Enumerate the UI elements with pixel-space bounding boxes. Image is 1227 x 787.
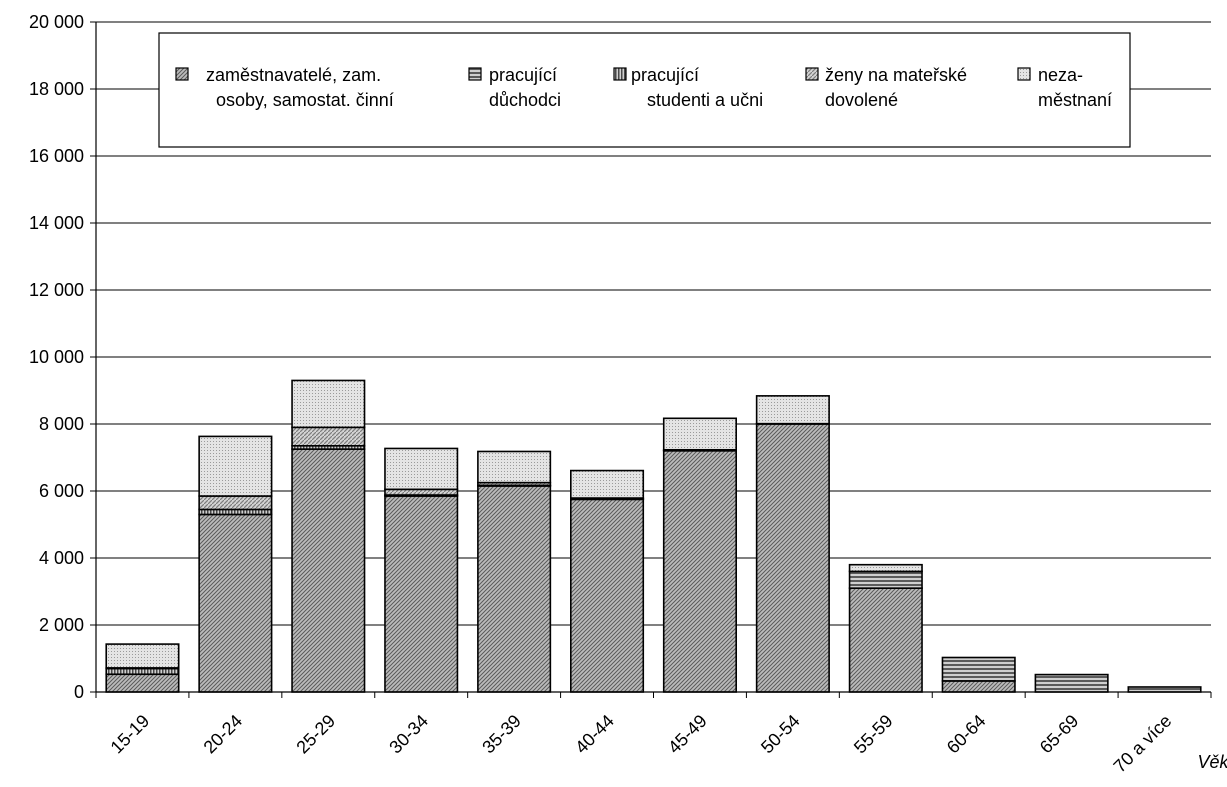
y-tick-label: 0 [74,682,84,702]
legend-label: zaměstnavatelé, zam. [206,65,381,85]
bar-segment [755,423,830,693]
bar-segment [941,680,1016,693]
x-tick-label: 65-69 [1036,711,1083,758]
bar-segment [384,447,459,491]
legend-label: pracující [631,65,699,85]
x-tick-label: 50-54 [757,711,804,758]
x-tick-label: 70 a více [1110,711,1176,777]
bar-segment [291,448,366,693]
legend-label: dovolené [825,90,898,110]
x-tick-label: 35-39 [478,711,525,758]
x-axis-title: Věk [1197,752,1227,772]
y-tick-label: 14 000 [29,213,84,233]
y-tick-label: 12 000 [29,280,84,300]
x-tick-label: 40-44 [571,711,618,758]
bar-segment [662,417,737,451]
bar-segment [848,570,923,589]
x-tick-label: 20-24 [200,711,247,758]
bar-segment [384,495,459,693]
bar-segment [570,469,645,499]
bar-segment [848,587,923,693]
y-tick-label: 18 000 [29,79,84,99]
legend-swatch [468,67,482,81]
bar-segment [291,426,366,447]
legend-swatch [1017,67,1031,81]
bar-segment [105,643,180,669]
legend-label: pracující [489,65,557,85]
bar-segment [570,498,645,693]
bars [105,379,1202,693]
y-tick-label: 16 000 [29,146,84,166]
y-tick-label: 4 000 [39,548,84,568]
bar-segment [848,563,923,573]
y-tick-label: 2 000 [39,615,84,635]
bar-segment [941,656,1016,682]
bar-segment [198,435,273,497]
legend: zaměstnavatelé, zam. osoby, samostat. čin… [158,32,1131,148]
x-tick-label: 60-64 [943,711,990,758]
y-tick-label: 20 000 [29,12,84,32]
legend-swatch [175,67,189,81]
legend-label: důchodci [489,90,561,110]
y-tick-label: 6 000 [39,481,84,501]
bar-segment [198,513,273,693]
bar-segment [384,488,459,496]
legend-box [158,32,1131,148]
x-tick-label: 25-29 [292,711,339,758]
legend-label: osoby, samostat. činní [216,90,394,110]
bar-segment [477,485,552,693]
legend-label: městnaní [1038,90,1112,110]
bar-segment [477,450,552,484]
x-tick-label: 45-49 [664,711,711,758]
x-tick-label: 15-19 [107,711,154,758]
bar-segment [198,495,273,511]
legend-label: neza- [1038,65,1083,85]
legend-label: studenti a učni [647,90,763,110]
bar-segment [755,395,830,425]
y-tick-label: 10 000 [29,347,84,367]
bar-segment [105,667,180,676]
bar-segment [1127,686,1202,693]
bar-segment [662,449,737,693]
x-tick-label: 55-59 [850,711,897,758]
x-tick-label: 30-34 [385,711,432,758]
bar-segment [1034,673,1109,693]
bar-segment [105,673,180,693]
legend-label: ženy na mateřské [825,65,967,85]
legend-swatch [613,67,627,81]
legend-swatch [805,67,819,81]
bar-segment [291,379,366,429]
y-tick-label: 8 000 [39,414,84,434]
